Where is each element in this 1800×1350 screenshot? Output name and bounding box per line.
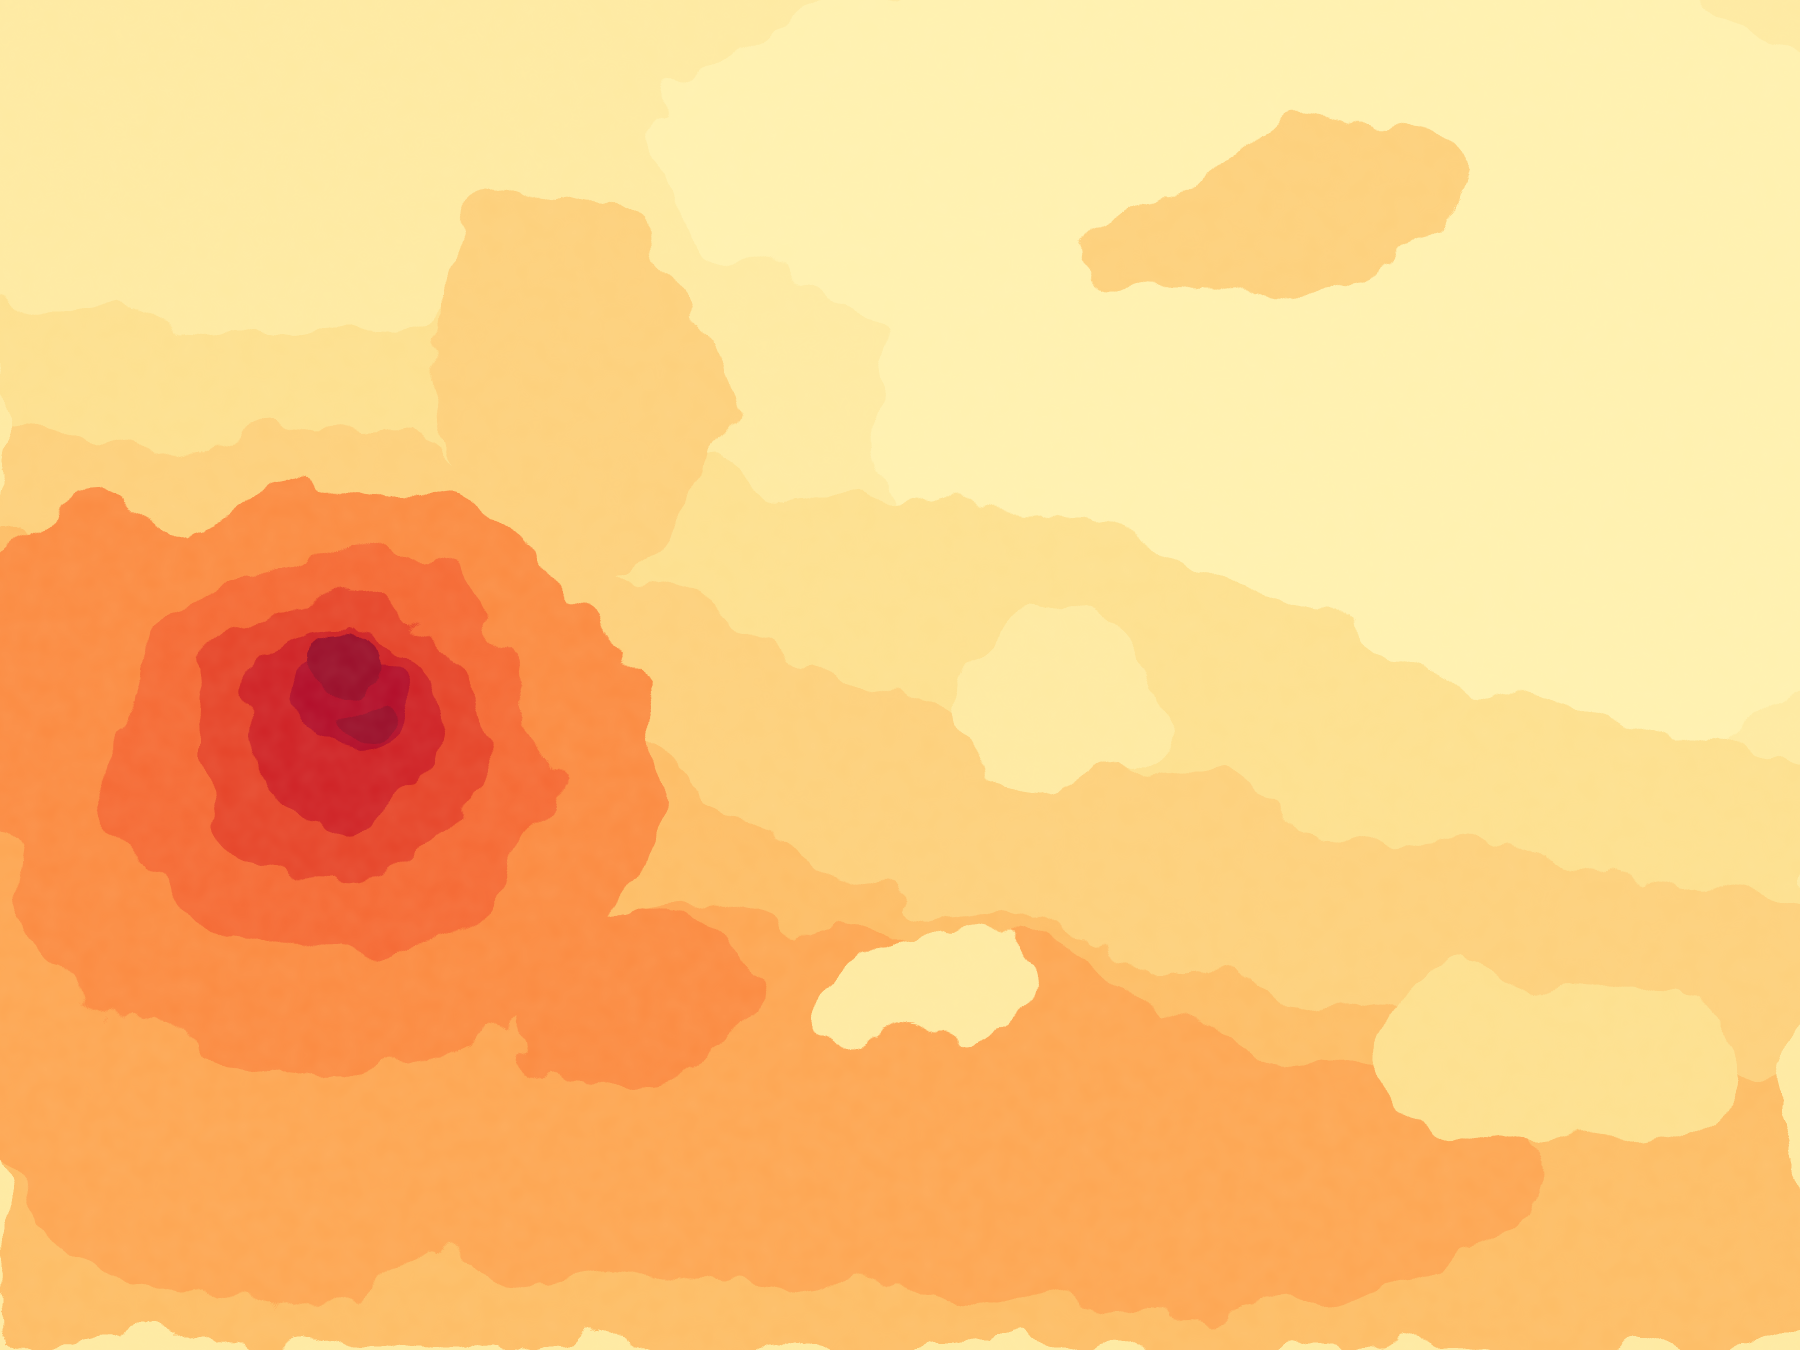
map-grain — [0, 0, 1800, 1350]
heat-map — [0, 0, 1800, 1350]
